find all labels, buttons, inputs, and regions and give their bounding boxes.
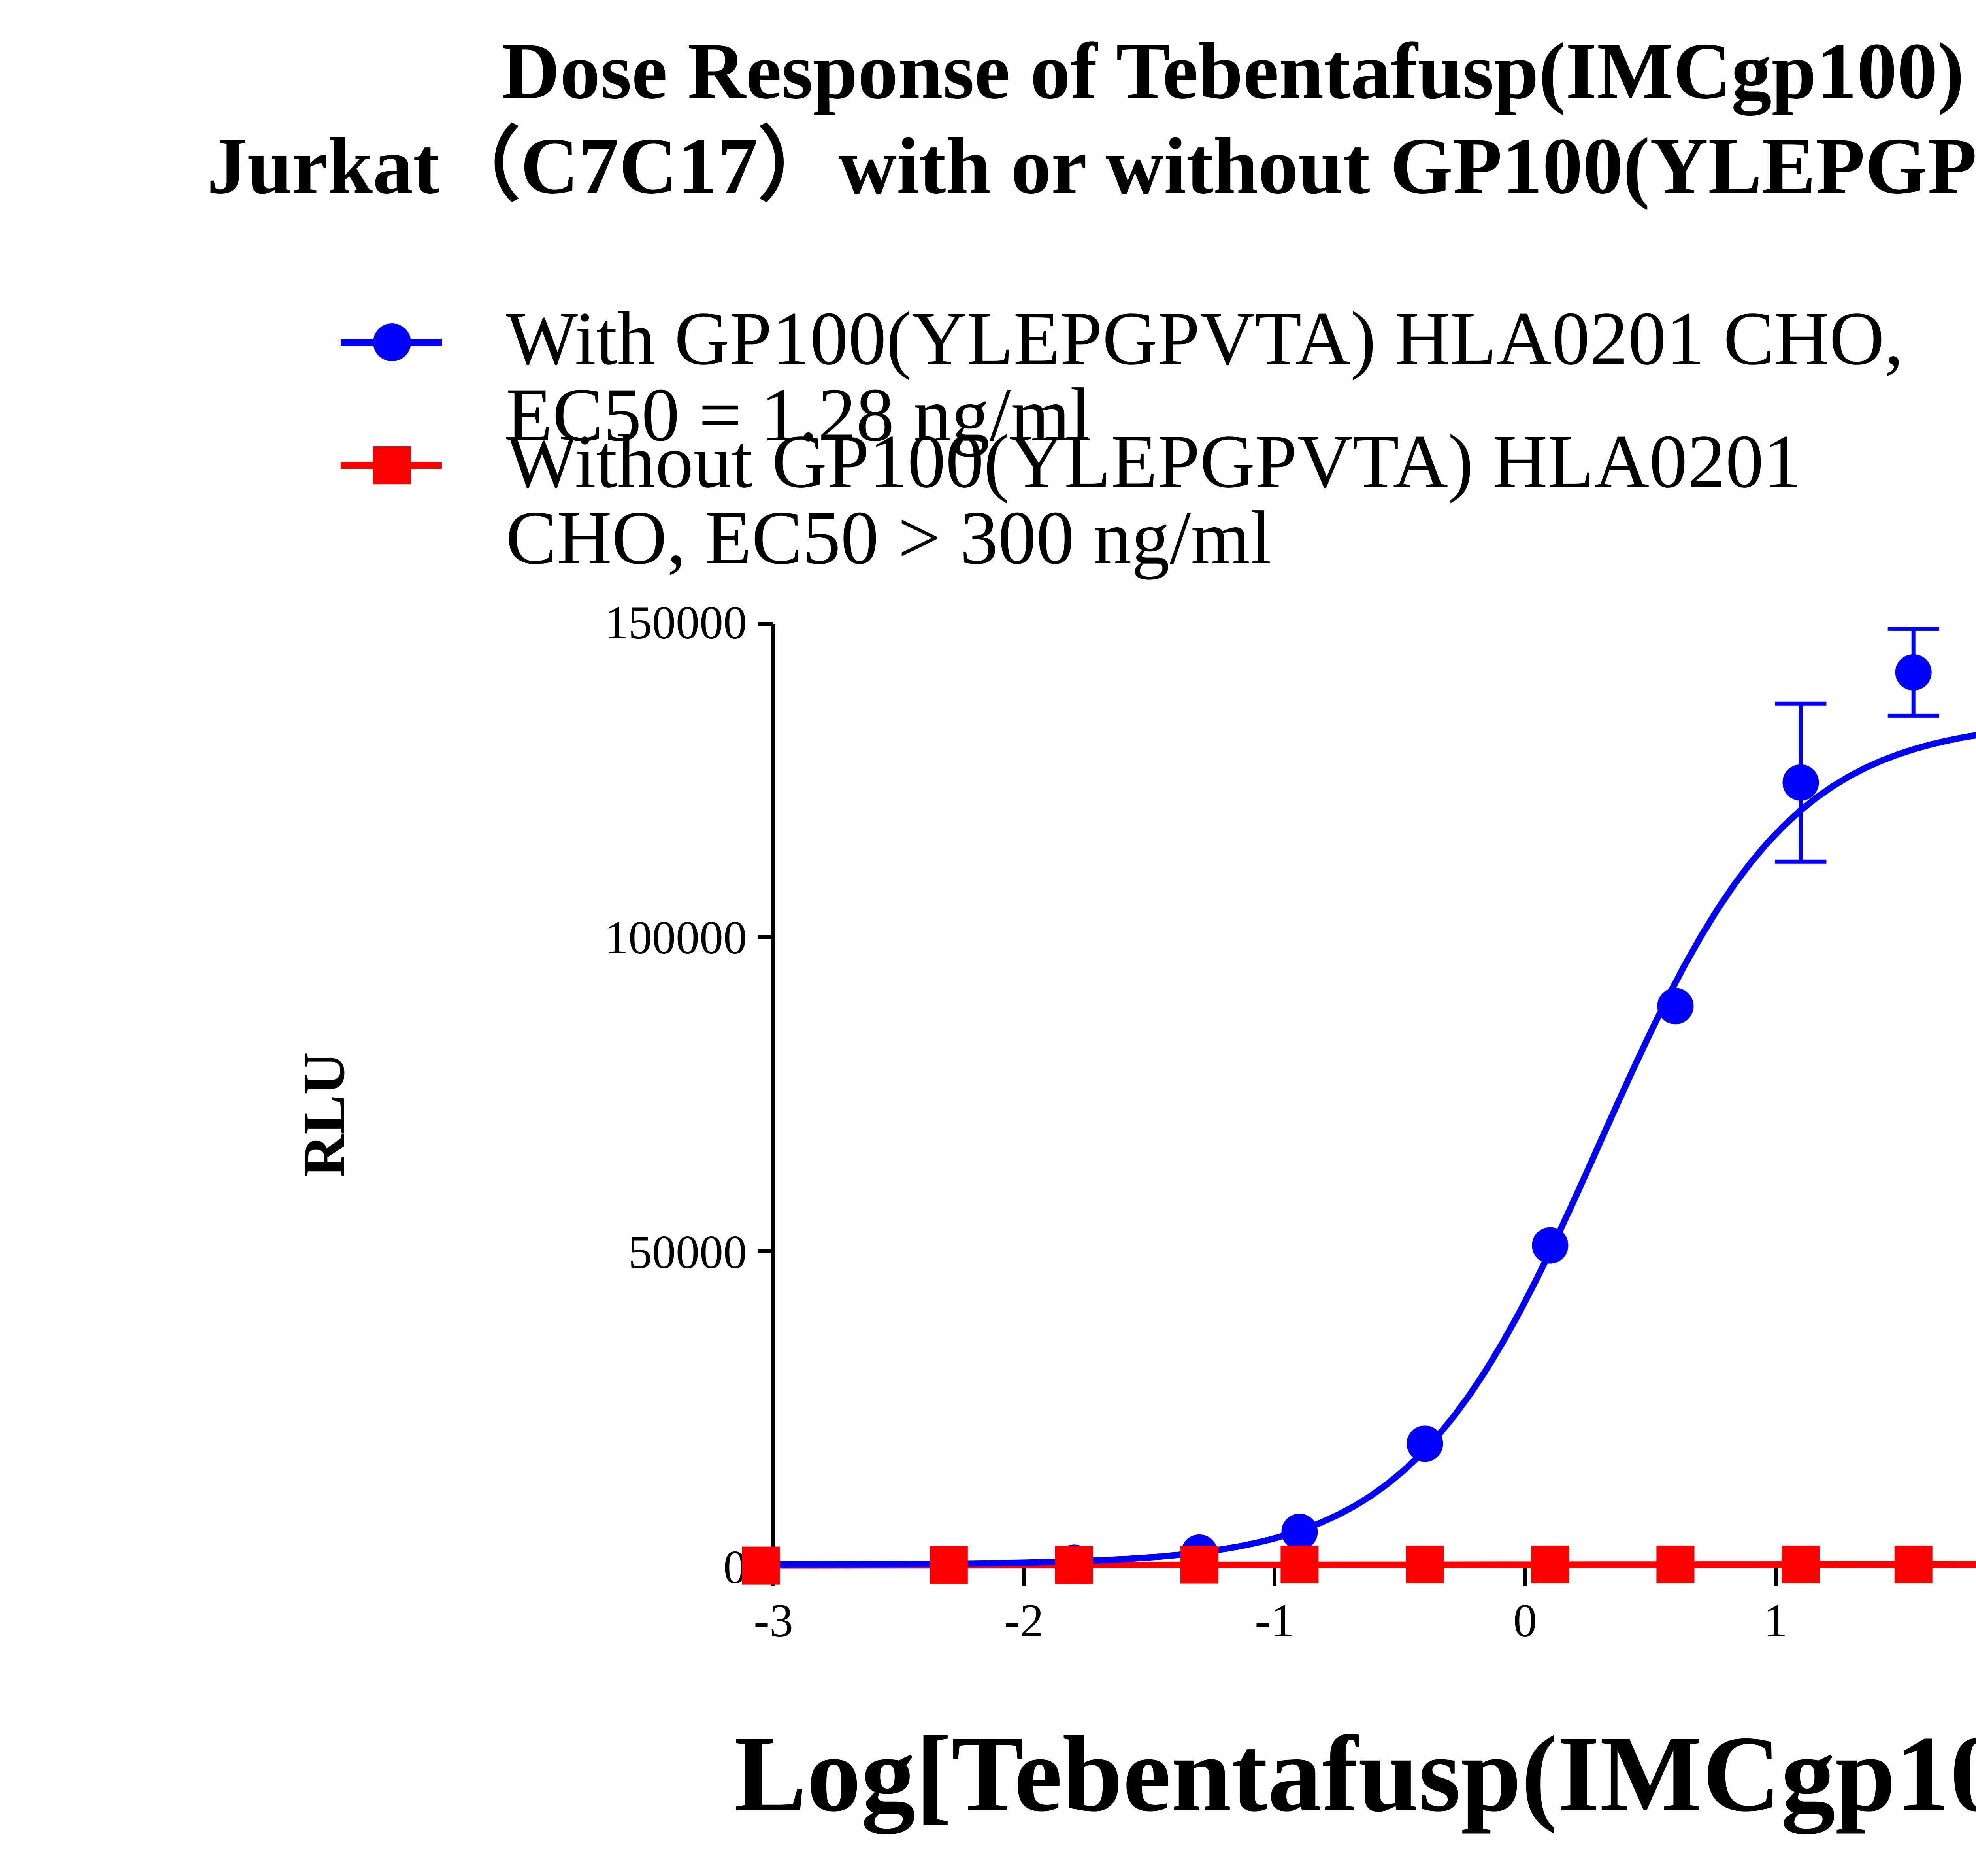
svg-text:0: 0 [1513,1594,1537,1647]
svg-text:150000: 150000 [605,596,747,649]
svg-text:1: 1 [1764,1594,1787,1647]
svg-text:Log[Tebentafusp(IMCgp100) ] ng: Log[Tebentafusp(IMCgp100) ] ng/ml [734,1714,1976,1836]
svg-text:RLU: RLU [291,1052,357,1178]
svg-text:50000: 50000 [628,1226,747,1278]
svg-text:-1: -1 [1255,1594,1294,1647]
svg-text:-2: -2 [1004,1594,1044,1647]
svg-text:100000: 100000 [605,911,747,964]
svg-text:-3: -3 [754,1594,793,1647]
